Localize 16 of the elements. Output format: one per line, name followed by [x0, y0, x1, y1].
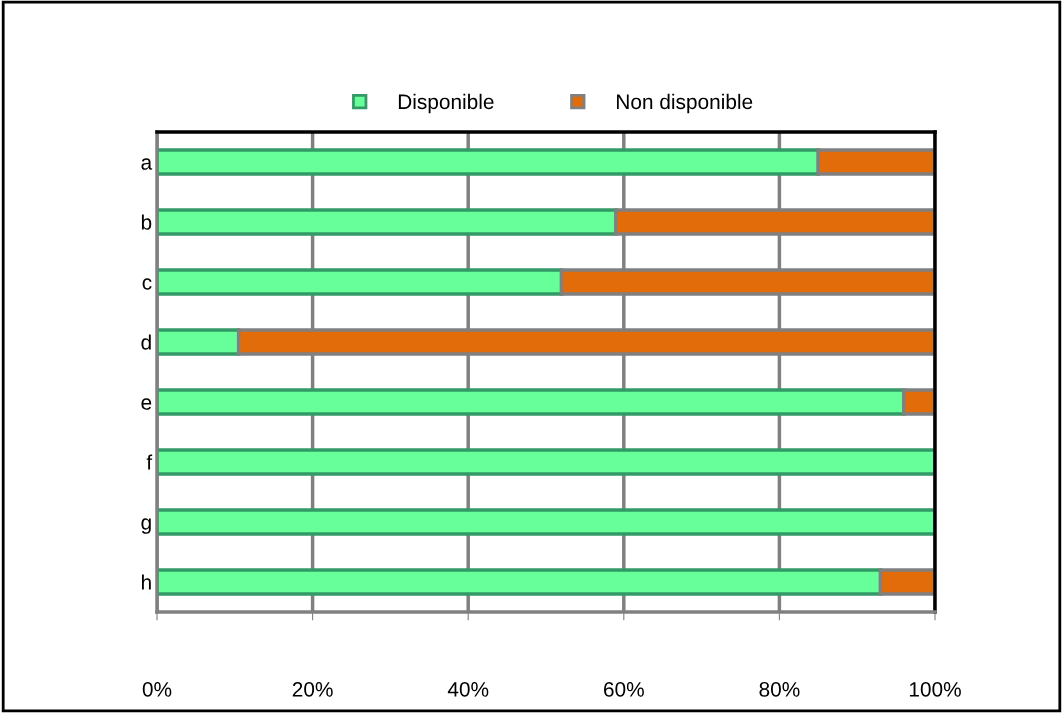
y-tick-label: f [146, 454, 153, 470]
y-tick-label: c [142, 278, 152, 290]
y-tick-label: g [141, 518, 151, 534]
y-tick-label: a [141, 158, 153, 170]
x-tick-label: 40% [447, 681, 489, 697]
x-tick-label: 0% [142, 681, 172, 697]
y-tick-label: e [141, 398, 152, 410]
x-tick-label: 100% [909, 681, 961, 697]
legend-label: Non disponible [617, 93, 753, 114]
y-tick-label: b [141, 214, 152, 230]
legend-label: Disponible [398, 93, 494, 114]
x-tick-label: 80% [759, 681, 800, 697]
y-tick-label: d [141, 334, 151, 350]
x-tick-label: 20% [292, 681, 333, 697]
y-tick-label: h [142, 574, 151, 590]
x-tick-label: 60% [604, 681, 644, 697]
